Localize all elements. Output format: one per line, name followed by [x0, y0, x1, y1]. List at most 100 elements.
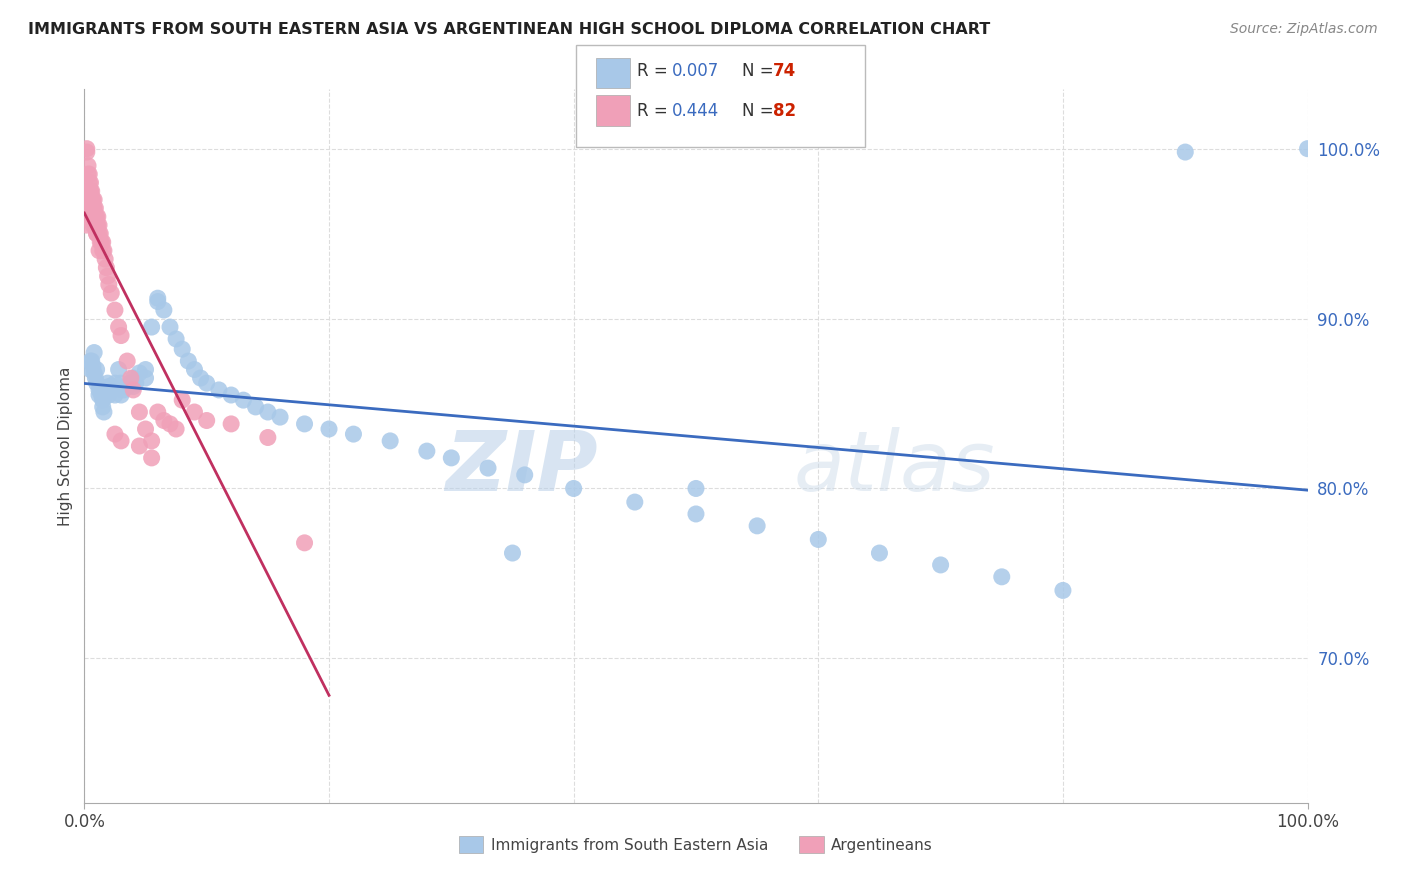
Point	[97, 376, 120, 391]
Point	[159, 417, 181, 431]
Point	[80, 201, 103, 215]
Point	[79, 201, 101, 215]
Point	[146, 405, 169, 419]
Point	[100, 286, 122, 301]
Point	[87, 227, 110, 241]
Text: R =: R =	[637, 62, 673, 80]
Point	[294, 417, 316, 431]
Point	[172, 393, 194, 408]
Point	[77, 193, 100, 207]
Point	[104, 303, 127, 318]
Point	[84, 371, 107, 385]
Point	[90, 235, 112, 249]
Point	[97, 277, 120, 292]
Point	[110, 376, 132, 391]
Point	[79, 362, 101, 376]
Point	[91, 393, 114, 408]
Text: 82: 82	[773, 103, 796, 120]
Text: atlas: atlas	[794, 427, 995, 508]
Point	[94, 388, 117, 402]
Point	[91, 235, 114, 249]
Point	[257, 430, 280, 444]
Point	[87, 383, 110, 397]
Point	[97, 269, 120, 284]
Point	[110, 434, 132, 448]
Text: R =: R =	[637, 103, 673, 120]
Point	[80, 354, 103, 368]
Point	[83, 193, 105, 207]
Text: ZIP: ZIP	[446, 427, 598, 508]
Point	[80, 193, 103, 207]
Point	[83, 201, 105, 215]
Point	[125, 376, 148, 391]
Point	[257, 405, 280, 419]
Point	[153, 413, 176, 427]
Point	[79, 210, 101, 224]
Point	[624, 495, 647, 509]
Point	[82, 359, 104, 373]
Point	[141, 450, 163, 465]
Y-axis label: High School Diploma: High School Diploma	[58, 367, 73, 525]
Point	[76, 142, 98, 156]
Point	[83, 210, 105, 224]
Point	[991, 570, 1014, 584]
Point	[165, 332, 187, 346]
Point	[177, 354, 200, 368]
Point	[104, 427, 127, 442]
Point	[135, 362, 157, 376]
Point	[112, 383, 135, 397]
Point	[115, 354, 138, 368]
Point	[86, 362, 108, 376]
Text: Source: ZipAtlas.com: Source: ZipAtlas.com	[1230, 22, 1378, 37]
Point	[869, 546, 891, 560]
Point	[84, 210, 107, 224]
Point	[122, 383, 145, 397]
Point	[87, 244, 110, 258]
Point	[107, 362, 129, 376]
Point	[83, 210, 105, 224]
Point	[86, 210, 108, 224]
Point	[141, 320, 163, 334]
Point	[79, 354, 101, 368]
Legend: Immigrants from South Eastern Asia, Argentineans: Immigrants from South Eastern Asia, Arge…	[453, 830, 939, 859]
Point	[93, 405, 115, 419]
Point	[128, 405, 150, 419]
Point	[79, 176, 101, 190]
Point	[86, 218, 108, 232]
Point	[96, 383, 118, 397]
Point	[104, 388, 127, 402]
Point	[77, 210, 100, 224]
Point	[208, 383, 231, 397]
Point	[172, 342, 194, 356]
Point	[685, 507, 707, 521]
Point	[82, 193, 104, 207]
Point	[146, 294, 169, 309]
Point	[83, 345, 105, 359]
Point	[219, 417, 242, 431]
Point	[219, 388, 242, 402]
Point	[87, 388, 110, 402]
Point	[84, 218, 107, 232]
Point	[107, 320, 129, 334]
Point	[77, 167, 100, 181]
Point	[120, 376, 142, 391]
Point	[146, 291, 169, 305]
Point	[89, 235, 111, 249]
Point	[80, 184, 103, 198]
Point	[82, 210, 104, 224]
Point	[128, 366, 150, 380]
Point	[77, 167, 100, 181]
Point	[79, 184, 101, 198]
Point	[183, 405, 205, 419]
Point	[232, 393, 254, 408]
Point	[110, 328, 132, 343]
Point	[100, 379, 122, 393]
Point	[190, 371, 212, 385]
Point	[477, 461, 499, 475]
Text: 0.444: 0.444	[672, 103, 720, 120]
Point	[195, 413, 218, 427]
Point	[79, 184, 101, 198]
Point	[318, 422, 340, 436]
Point	[77, 176, 100, 190]
Point	[1174, 145, 1197, 159]
